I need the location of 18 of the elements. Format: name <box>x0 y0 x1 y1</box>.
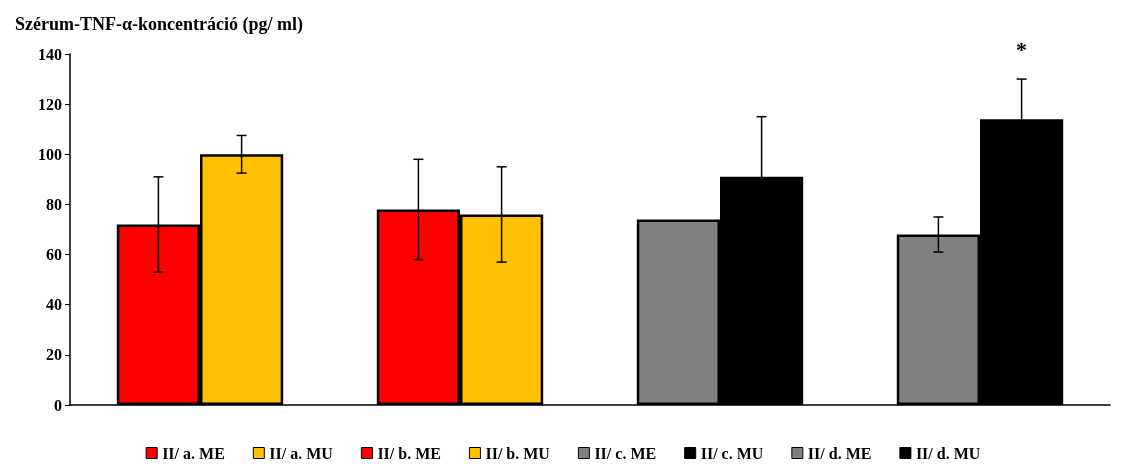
y-tick-label: 0 <box>54 396 62 414</box>
y-tick-label: 100 <box>38 145 62 163</box>
legend-label: II/ b. MU <box>485 444 551 462</box>
y-tick-label: 40 <box>46 296 62 314</box>
y-tick-label: 20 <box>46 346 62 364</box>
legend-label: II/ c. MU <box>700 444 764 462</box>
legend-label: II/ a. MU <box>269 444 334 462</box>
legend-label: II/ a. ME <box>162 444 225 462</box>
y-tick-label: 60 <box>46 246 62 264</box>
legend-label: II/ b. ME <box>377 444 441 462</box>
legend-label: II/ c. ME <box>594 444 657 462</box>
chart-title: Szérum-TNF-α-koncentráció (pg/ ml) <box>15 14 303 35</box>
annotation: * <box>1016 36 1028 62</box>
y-tick-label: 80 <box>46 195 62 213</box>
y-tick-label: 140 <box>38 45 62 63</box>
legend-label: II/ d. ME <box>807 444 872 462</box>
legend-label: II/ d. MU <box>915 444 981 462</box>
y-tick-label: 120 <box>38 95 62 113</box>
